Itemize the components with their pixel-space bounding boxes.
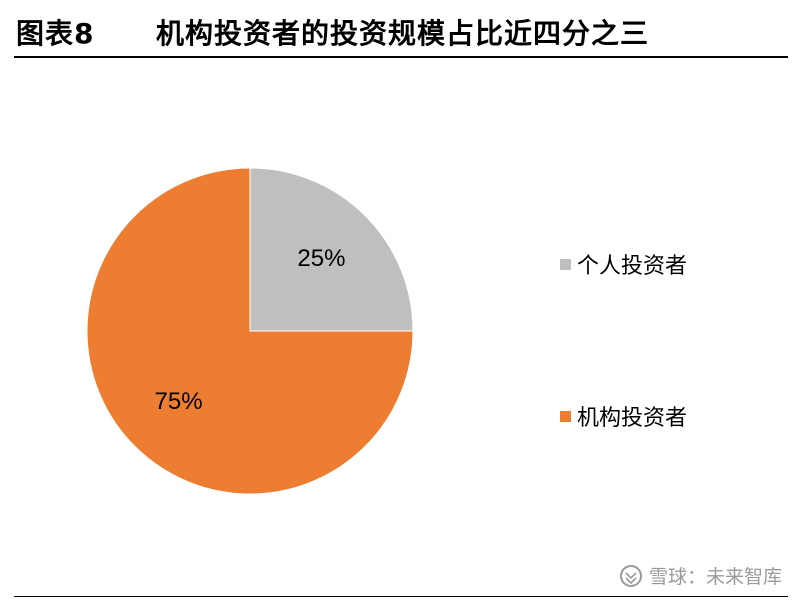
data-label-institutional: 75% xyxy=(155,388,203,415)
legend-swatch-individual xyxy=(560,258,571,270)
pie-slice-institutional xyxy=(86,167,414,495)
figure-number: 图表8 xyxy=(16,17,95,50)
legend-item-individual: 个人投资者 xyxy=(560,248,780,280)
chart-legend: 个人投资者 机构投资者 xyxy=(560,248,780,432)
data-label-individual: 25% xyxy=(297,245,345,272)
top-rule xyxy=(14,56,788,58)
pie-slice-individual xyxy=(249,167,414,332)
bottom-rule xyxy=(14,596,788,597)
figure-header: 图表8 机构投资者的投资规模占比近四分之三 xyxy=(16,10,649,54)
watermark: 雪球：未来智库 xyxy=(619,562,782,589)
snowball-logo-icon xyxy=(619,564,642,587)
watermark-text: 雪球：未来智库 xyxy=(648,566,782,588)
figure-title: 机构投资者的投资规模占比近四分之三 xyxy=(156,17,650,50)
legend-label-institutional: 机构投资者 xyxy=(577,406,688,431)
legend-label-individual: 个人投资者 xyxy=(577,254,688,279)
legend-swatch-institutional xyxy=(560,410,571,422)
legend-item-institutional: 机构投资者 xyxy=(560,400,780,432)
